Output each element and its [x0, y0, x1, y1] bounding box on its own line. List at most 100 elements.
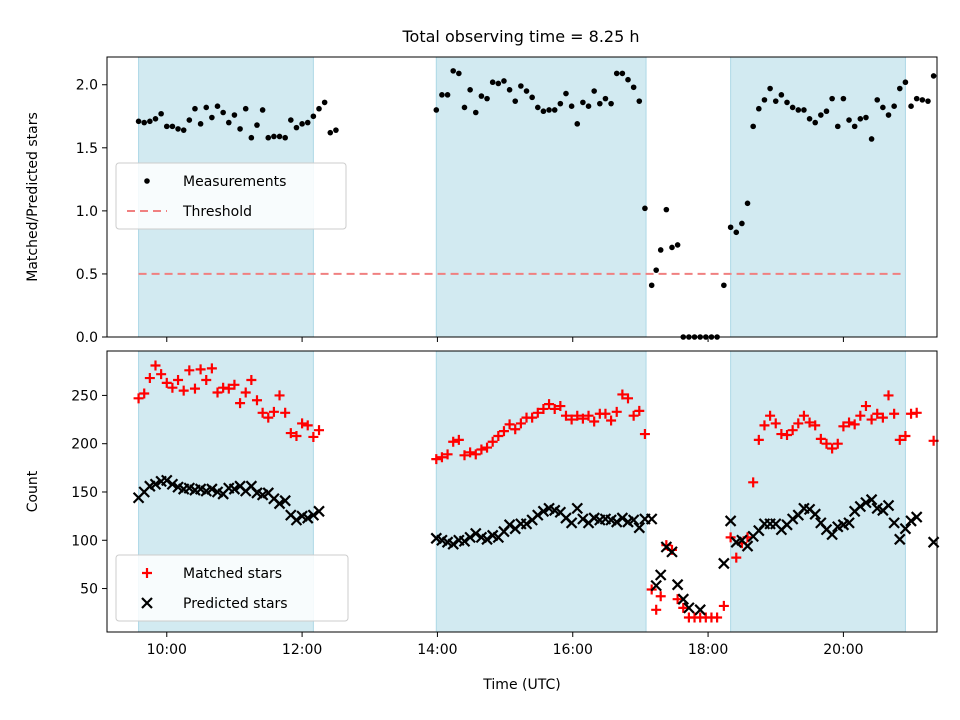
predicted-star-point [565, 517, 578, 529]
legend-marker-predicted [141, 597, 153, 609]
matched-star-point [189, 383, 200, 394]
matched-star-point [504, 419, 515, 430]
measurement-point [540, 108, 547, 115]
measurement-point [220, 109, 226, 116]
measurement-point [180, 127, 187, 133]
matched-star-point [672, 594, 683, 605]
measurement-point [908, 103, 914, 109]
predicted-star-point [571, 502, 584, 515]
measurement-point [761, 97, 768, 103]
matched-star-point [883, 390, 894, 401]
measurement-point [169, 123, 176, 130]
matched-star-point [765, 410, 776, 421]
measurement-point [663, 206, 670, 213]
measurement-point [450, 68, 457, 74]
matched-star-point [195, 364, 206, 375]
measurement-point [563, 90, 569, 97]
measurement-point [299, 121, 305, 127]
predicted-star-point [458, 535, 471, 548]
measurement-point [456, 70, 462, 77]
predicted-star-point [865, 493, 878, 506]
matched-star-point [314, 425, 325, 436]
measurement-point [141, 119, 148, 126]
observing-window-3 [730, 350, 906, 633]
measurement-point [304, 119, 311, 126]
measurement-point [512, 98, 519, 104]
predicted-star-point [694, 604, 706, 616]
observing-window-2 [435, 350, 647, 633]
measurement-point [727, 224, 734, 231]
matched-star-point [538, 403, 549, 414]
matched-star-point [235, 398, 246, 409]
y-tick-label: 100 [71, 533, 98, 549]
measurement-point [321, 99, 328, 106]
matched-star-point [617, 389, 628, 400]
measurement-point [333, 127, 339, 133]
measurement-point [580, 99, 586, 106]
predicted-star-point [206, 483, 218, 495]
measurement-point [147, 118, 153, 125]
matched-star-point [804, 417, 815, 428]
predicted-star-point [166, 478, 179, 491]
predicted-star-point [464, 531, 476, 544]
predicted-star-point [160, 474, 173, 487]
matched-star-point [838, 421, 849, 432]
predicted-star-point [724, 515, 737, 527]
predicted-star-point [610, 516, 623, 528]
matched-star-point [223, 383, 234, 394]
matched-star-point [589, 416, 600, 427]
measurement-point [478, 93, 485, 99]
y-tick-label: 250 [71, 388, 98, 404]
predicted-star-point [301, 512, 314, 524]
matched-star-point [560, 410, 571, 421]
measurement-point [158, 110, 164, 117]
measurement-point [772, 98, 779, 104]
matched-star-point [482, 442, 493, 453]
matched-star-point [894, 434, 905, 445]
measurement-point [642, 205, 648, 212]
matched-star-point [431, 454, 442, 465]
matched-star-point [206, 363, 217, 374]
matched-star-point [178, 385, 189, 396]
matched-star-point [911, 407, 922, 418]
measurement-point [444, 92, 451, 98]
matched-star-point [229, 379, 240, 390]
measurement-point [823, 108, 830, 115]
measurement-point [225, 119, 232, 126]
measurement-point [439, 92, 445, 98]
measurement-point [242, 105, 249, 112]
measurement-point [271, 133, 277, 140]
measurement-point [613, 70, 620, 77]
y-axis-label: Matched/Predicted stars [25, 112, 41, 282]
matched-star-point [274, 390, 285, 401]
y-tick-label: 150 [71, 485, 98, 501]
measurement-point [293, 124, 300, 131]
measurement-point [868, 136, 875, 142]
measurement-point [551, 107, 558, 113]
predicted-star-point [677, 593, 690, 605]
measurement-point [259, 107, 266, 113]
y-axis-label: Count [25, 470, 41, 512]
matched-star-point [465, 447, 476, 458]
matched-star-point [725, 532, 736, 543]
matched-star-point [634, 405, 645, 416]
matched-star-point [453, 434, 464, 445]
y-tick-label: 200 [71, 437, 98, 453]
predicted-star-point [860, 496, 872, 509]
x-tick-label: 18:00 [688, 642, 728, 658]
matched-star-point [849, 419, 860, 430]
matched-star-point [470, 449, 481, 460]
predicted-star-point [826, 528, 838, 541]
measurement-point [744, 200, 751, 207]
legend-box [115, 554, 349, 622]
measurement-point [669, 244, 675, 251]
measurement-point [812, 119, 819, 126]
matched-star-point [302, 420, 313, 431]
measurement-point [489, 79, 496, 86]
matched-star-point [515, 418, 526, 429]
predicted-star-point [894, 533, 906, 546]
matched-star-point [133, 393, 144, 404]
y-tick-label: 0.0 [76, 330, 98, 346]
measurement-point [756, 105, 762, 112]
measurement-point [880, 104, 886, 111]
